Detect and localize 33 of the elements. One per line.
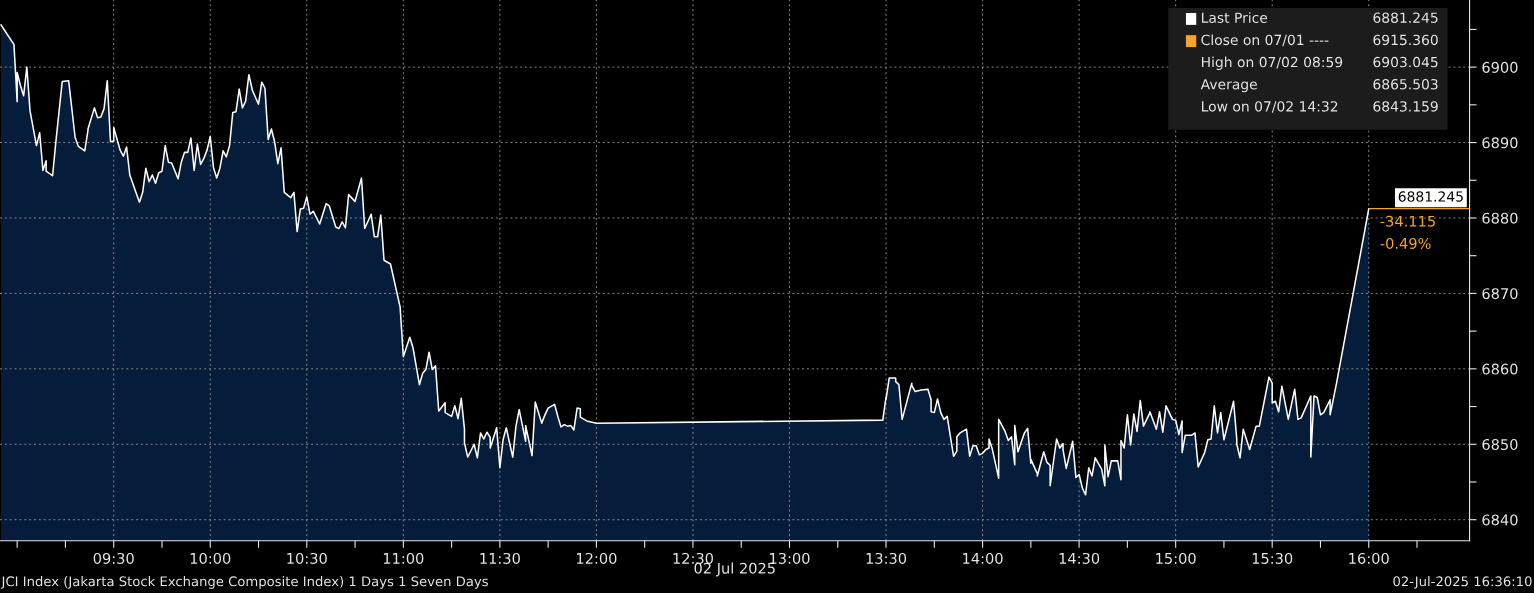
y-tick-label: 6840 xyxy=(1482,514,1518,526)
annotation: -34.115 xyxy=(1380,215,1435,227)
text: 02-Jul-2025 16:36:10 xyxy=(1393,576,1532,589)
text: Close on 07/01 ---- 6915.360 xyxy=(1201,34,1438,47)
x-tick-label: 15:00 xyxy=(1156,552,1196,564)
text: JCI Index (Jakarta Stock Exchange Composite Index) 1 Days 1 Seven Days xyxy=(0,576,488,589)
x-tick-label: 13:30 xyxy=(866,552,907,564)
text: High on 07/02 08:59 6903.045 xyxy=(1202,56,1438,70)
text: Low on 07/02 14:32 6843.159 xyxy=(1202,101,1438,113)
x-tick-label: 11:00 xyxy=(383,552,424,564)
x-tick-label: 09:30 xyxy=(93,552,134,564)
x-tick-label: 14:30 xyxy=(1059,552,1100,564)
legend-label: Last Price xyxy=(1202,12,1268,23)
text: Average 6865.503 xyxy=(1200,78,1438,93)
x-tick-label: 13:00 xyxy=(770,552,810,564)
x-tick-label: 11:30 xyxy=(480,552,520,564)
ref-line-label: 6881.245 xyxy=(1398,191,1463,202)
x-tick-label: 14:00 xyxy=(963,552,1003,564)
y-tick-label: 6900 xyxy=(1482,61,1518,73)
y-tick-label: 6870 xyxy=(1482,288,1518,300)
x-tick-label: 12:00 xyxy=(577,552,617,564)
x-tick-label: 15:30 xyxy=(1252,552,1293,564)
y-tick-label: 6880 xyxy=(1482,212,1518,224)
annotation: -0.49% xyxy=(1380,237,1431,249)
x-tick-label: 10:00 xyxy=(190,552,231,564)
x-tick-label: 12:30 xyxy=(673,552,713,564)
annotation: 6881.245 xyxy=(1373,12,1438,23)
x-axis-title: 02 Jul 2025 xyxy=(694,562,775,577)
y-tick-label: 6860 xyxy=(1482,363,1518,375)
y-tick-label: 6890 xyxy=(1482,137,1518,149)
x-tick-label: 10:30 xyxy=(287,552,327,564)
x-tick-label: 16:00 xyxy=(1349,552,1389,564)
y-tick-label: 6850 xyxy=(1482,438,1518,451)
